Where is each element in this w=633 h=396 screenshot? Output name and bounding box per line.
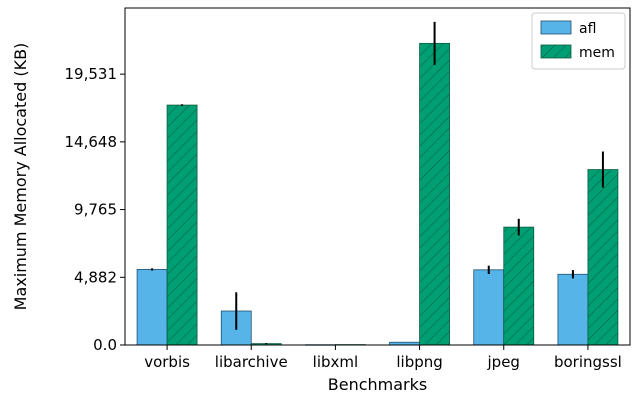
legend-swatch-mem <box>540 44 572 59</box>
x-tick-label-vorbis: vorbis <box>144 353 190 371</box>
bar-afl-jpeg <box>473 269 505 346</box>
legend-label-mem: mem <box>579 45 615 61</box>
bar-mem-boringssl <box>587 169 619 346</box>
bar-mem-jpeg <box>503 226 535 346</box>
legend: afl mem <box>531 12 626 70</box>
x-tick-label-libarchive: libarchive <box>215 353 288 371</box>
legend-swatch-afl <box>540 20 572 35</box>
x-axis-label: Benchmarks <box>328 375 427 394</box>
y-axis: 0.0 4,882 9,765 14,648 19,531 <box>65 65 125 354</box>
error-bars-layer <box>151 21 604 345</box>
y-tick-label-3: 14,648 <box>65 133 118 151</box>
legend-label-afl: afl <box>579 21 596 37</box>
bar-mem-libpng <box>419 42 450 346</box>
bar-afl-boringssl <box>557 273 589 346</box>
bars-layer <box>136 42 619 346</box>
x-tick-label-libxml: libxml <box>313 353 359 371</box>
x-tick-label-boringssl: boringssl <box>554 353 622 371</box>
x-tick-label-jpeg: jpeg <box>487 353 520 371</box>
y-tick-label-4: 19,531 <box>65 65 118 83</box>
x-axis: vorbis libarchive libxml libpng jpeg boringss… <box>144 345 622 371</box>
y-tick-label-2: 9,765 <box>74 201 117 219</box>
plot-frame <box>124 7 631 346</box>
y-tick-label-1: 4,882 <box>74 268 117 286</box>
y-tick-label-0: 0.0 <box>93 336 117 354</box>
bar-afl-vorbis <box>136 269 168 346</box>
bar-mem-vorbis <box>166 104 198 346</box>
x-tick-label-libpng: libpng <box>396 353 442 371</box>
y-axis-label: Maximum Memory Allocated (KB) <box>11 43 30 311</box>
